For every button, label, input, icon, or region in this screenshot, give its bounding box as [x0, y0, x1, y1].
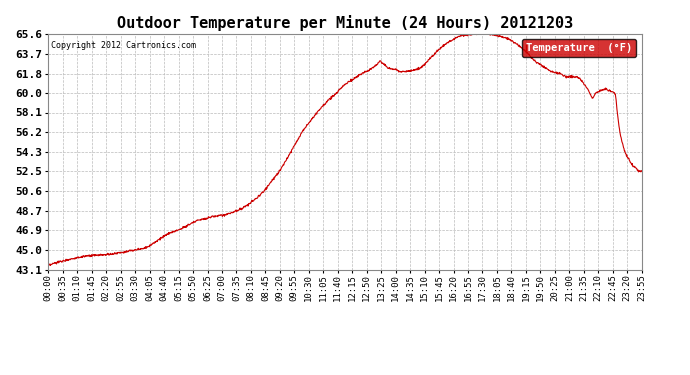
Title: Outdoor Temperature per Minute (24 Hours) 20121203: Outdoor Temperature per Minute (24 Hours… — [117, 15, 573, 31]
Legend: Temperature  (°F): Temperature (°F) — [522, 39, 636, 57]
Text: Copyright 2012 Cartronics.com: Copyright 2012 Cartronics.com — [51, 41, 196, 50]
